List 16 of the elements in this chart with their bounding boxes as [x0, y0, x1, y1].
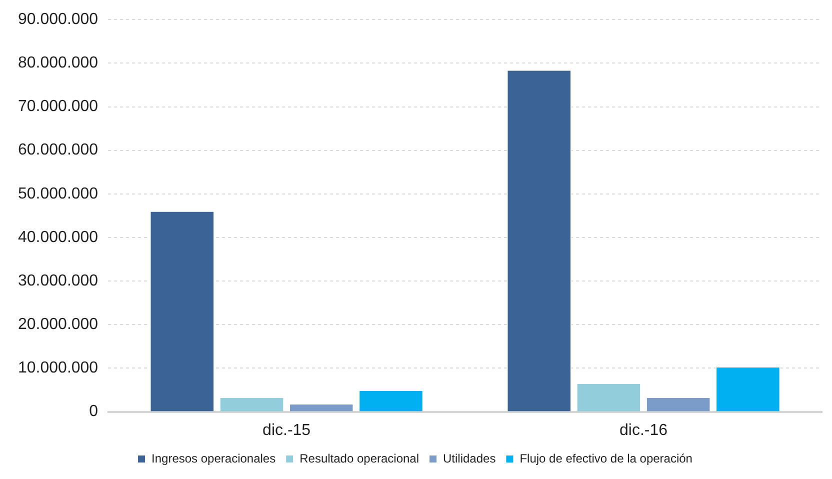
x-tick-label: dic.-15 [262, 422, 311, 439]
y-tick-label: 20.000.000 [18, 316, 98, 334]
y-tick-label: 80.000.000 [18, 54, 98, 72]
y-tick-label: 60.000.000 [18, 142, 98, 159]
y-tick-label: 70.000.000 [18, 98, 98, 116]
y-tick-label: 50.000.000 [18, 185, 98, 202]
y-tick-label: 40.000.000 [18, 228, 98, 246]
legend-label: Ingresos operacionales [152, 451, 276, 466]
legend-label: Utilidades [443, 451, 496, 466]
legend-label: Resultado operacional [300, 451, 420, 466]
x-tick-label: dic.-16 [620, 422, 668, 439]
y-tick-label: 30.000.000 [18, 272, 98, 290]
y-tick-label: 90.000.000 [18, 11, 98, 28]
legend-label: Flujo de efectivo de la operación [520, 451, 692, 466]
y-tick-label: 0 [89, 403, 98, 420]
y-tick-label: 10.000.000 [18, 360, 98, 377]
